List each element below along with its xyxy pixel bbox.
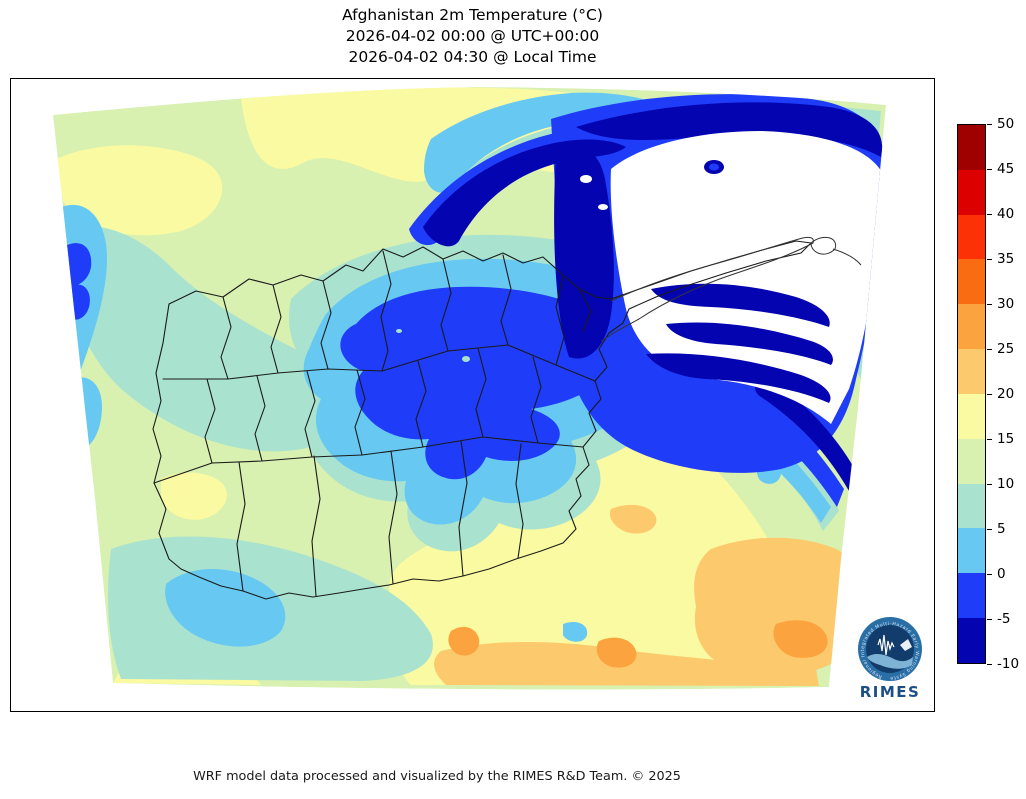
country-border-wakhan bbox=[600, 236, 862, 342]
map-speck bbox=[396, 329, 402, 333]
colorbar-segment bbox=[958, 349, 985, 394]
colorbar-tick-label: 10 bbox=[997, 476, 1015, 492]
colorbar-tick-label: 40 bbox=[997, 206, 1015, 222]
colorbar-tick-mark bbox=[987, 303, 992, 305]
colorbar-tick-label: 5 bbox=[997, 521, 1006, 537]
colorbar-segment bbox=[958, 438, 985, 484]
colorbar-tick-label: 50 bbox=[997, 116, 1015, 132]
logo-seismogram-icon bbox=[877, 634, 895, 656]
colorbar-segment bbox=[958, 528, 985, 574]
title-utc-time: 2026-04-02 00:00 @ UTC+00:00 bbox=[345, 27, 600, 45]
page-title: Afghanistan 2m Temperature (°C) bbox=[342, 6, 603, 24]
colorbar-tick-mark bbox=[987, 618, 992, 620]
fill-navy-fingers bbox=[646, 160, 833, 403]
rimes-logo: Regional Integrated Multi-Hazard Early W… bbox=[850, 615, 922, 701]
colorbar-tick-mark bbox=[987, 258, 992, 260]
colorbar-tick-mark bbox=[987, 528, 992, 530]
colorbar-tick-mark bbox=[987, 168, 992, 170]
temperature-map bbox=[53, 87, 886, 690]
colorbar-segment bbox=[958, 618, 985, 663]
colorbar-segment bbox=[958, 393, 985, 439]
colorbar-segment bbox=[958, 169, 985, 215]
map-plot-frame bbox=[10, 78, 935, 712]
colorbar-segment bbox=[958, 304, 985, 350]
admin-boundaries bbox=[152, 240, 812, 600]
footer-credit: WRF model data processed and visualized … bbox=[193, 769, 681, 784]
fill-25-30 bbox=[448, 620, 828, 668]
colorbar-segment bbox=[958, 483, 985, 529]
colorbar-tick-label: 0 bbox=[997, 566, 1006, 582]
colorbar-segment bbox=[958, 259, 985, 305]
title-local-time: 2026-04-02 04:30 @ Local Time bbox=[348, 48, 597, 66]
fill-m10-m5 bbox=[423, 102, 883, 491]
logo-wordmark: RIMES bbox=[860, 683, 921, 701]
colorbar-tick-mark bbox=[987, 123, 992, 125]
colorbar-tick-label: -10 bbox=[997, 656, 1020, 672]
map-speck bbox=[462, 356, 470, 362]
map-fill-layers bbox=[53, 87, 886, 690]
colorbar-tick-mark bbox=[987, 438, 992, 440]
plot-title-block: Afghanistan 2m Temperature (°C) 2026-04-… bbox=[10, 5, 935, 68]
colorbar-tick-label: 15 bbox=[997, 431, 1015, 447]
colorbar-tick-label: 30 bbox=[997, 296, 1015, 312]
colorbar-tick-label: -5 bbox=[997, 611, 1011, 627]
colorbar-tick-label: 35 bbox=[997, 251, 1015, 267]
colorbar-tick-mark bbox=[987, 573, 992, 575]
colorbar-tick-mark bbox=[987, 348, 992, 350]
logo-wave bbox=[867, 653, 913, 669]
colorbar-tick-mark bbox=[987, 393, 992, 395]
colorbar-tick-mark bbox=[987, 213, 992, 215]
colorbar-tick-mark bbox=[987, 663, 992, 665]
logo-peak bbox=[900, 639, 912, 651]
colorbar-tick-label: 20 bbox=[997, 386, 1015, 402]
colorbar-segment bbox=[958, 214, 985, 260]
colorbar bbox=[957, 124, 986, 664]
colorbar-segment bbox=[958, 125, 985, 170]
colorbar-segment bbox=[958, 573, 985, 619]
colorbar-tick-label: 25 bbox=[997, 341, 1015, 357]
colorbar-tick-label: 45 bbox=[997, 161, 1015, 177]
colorbar-tick-mark bbox=[987, 483, 992, 485]
